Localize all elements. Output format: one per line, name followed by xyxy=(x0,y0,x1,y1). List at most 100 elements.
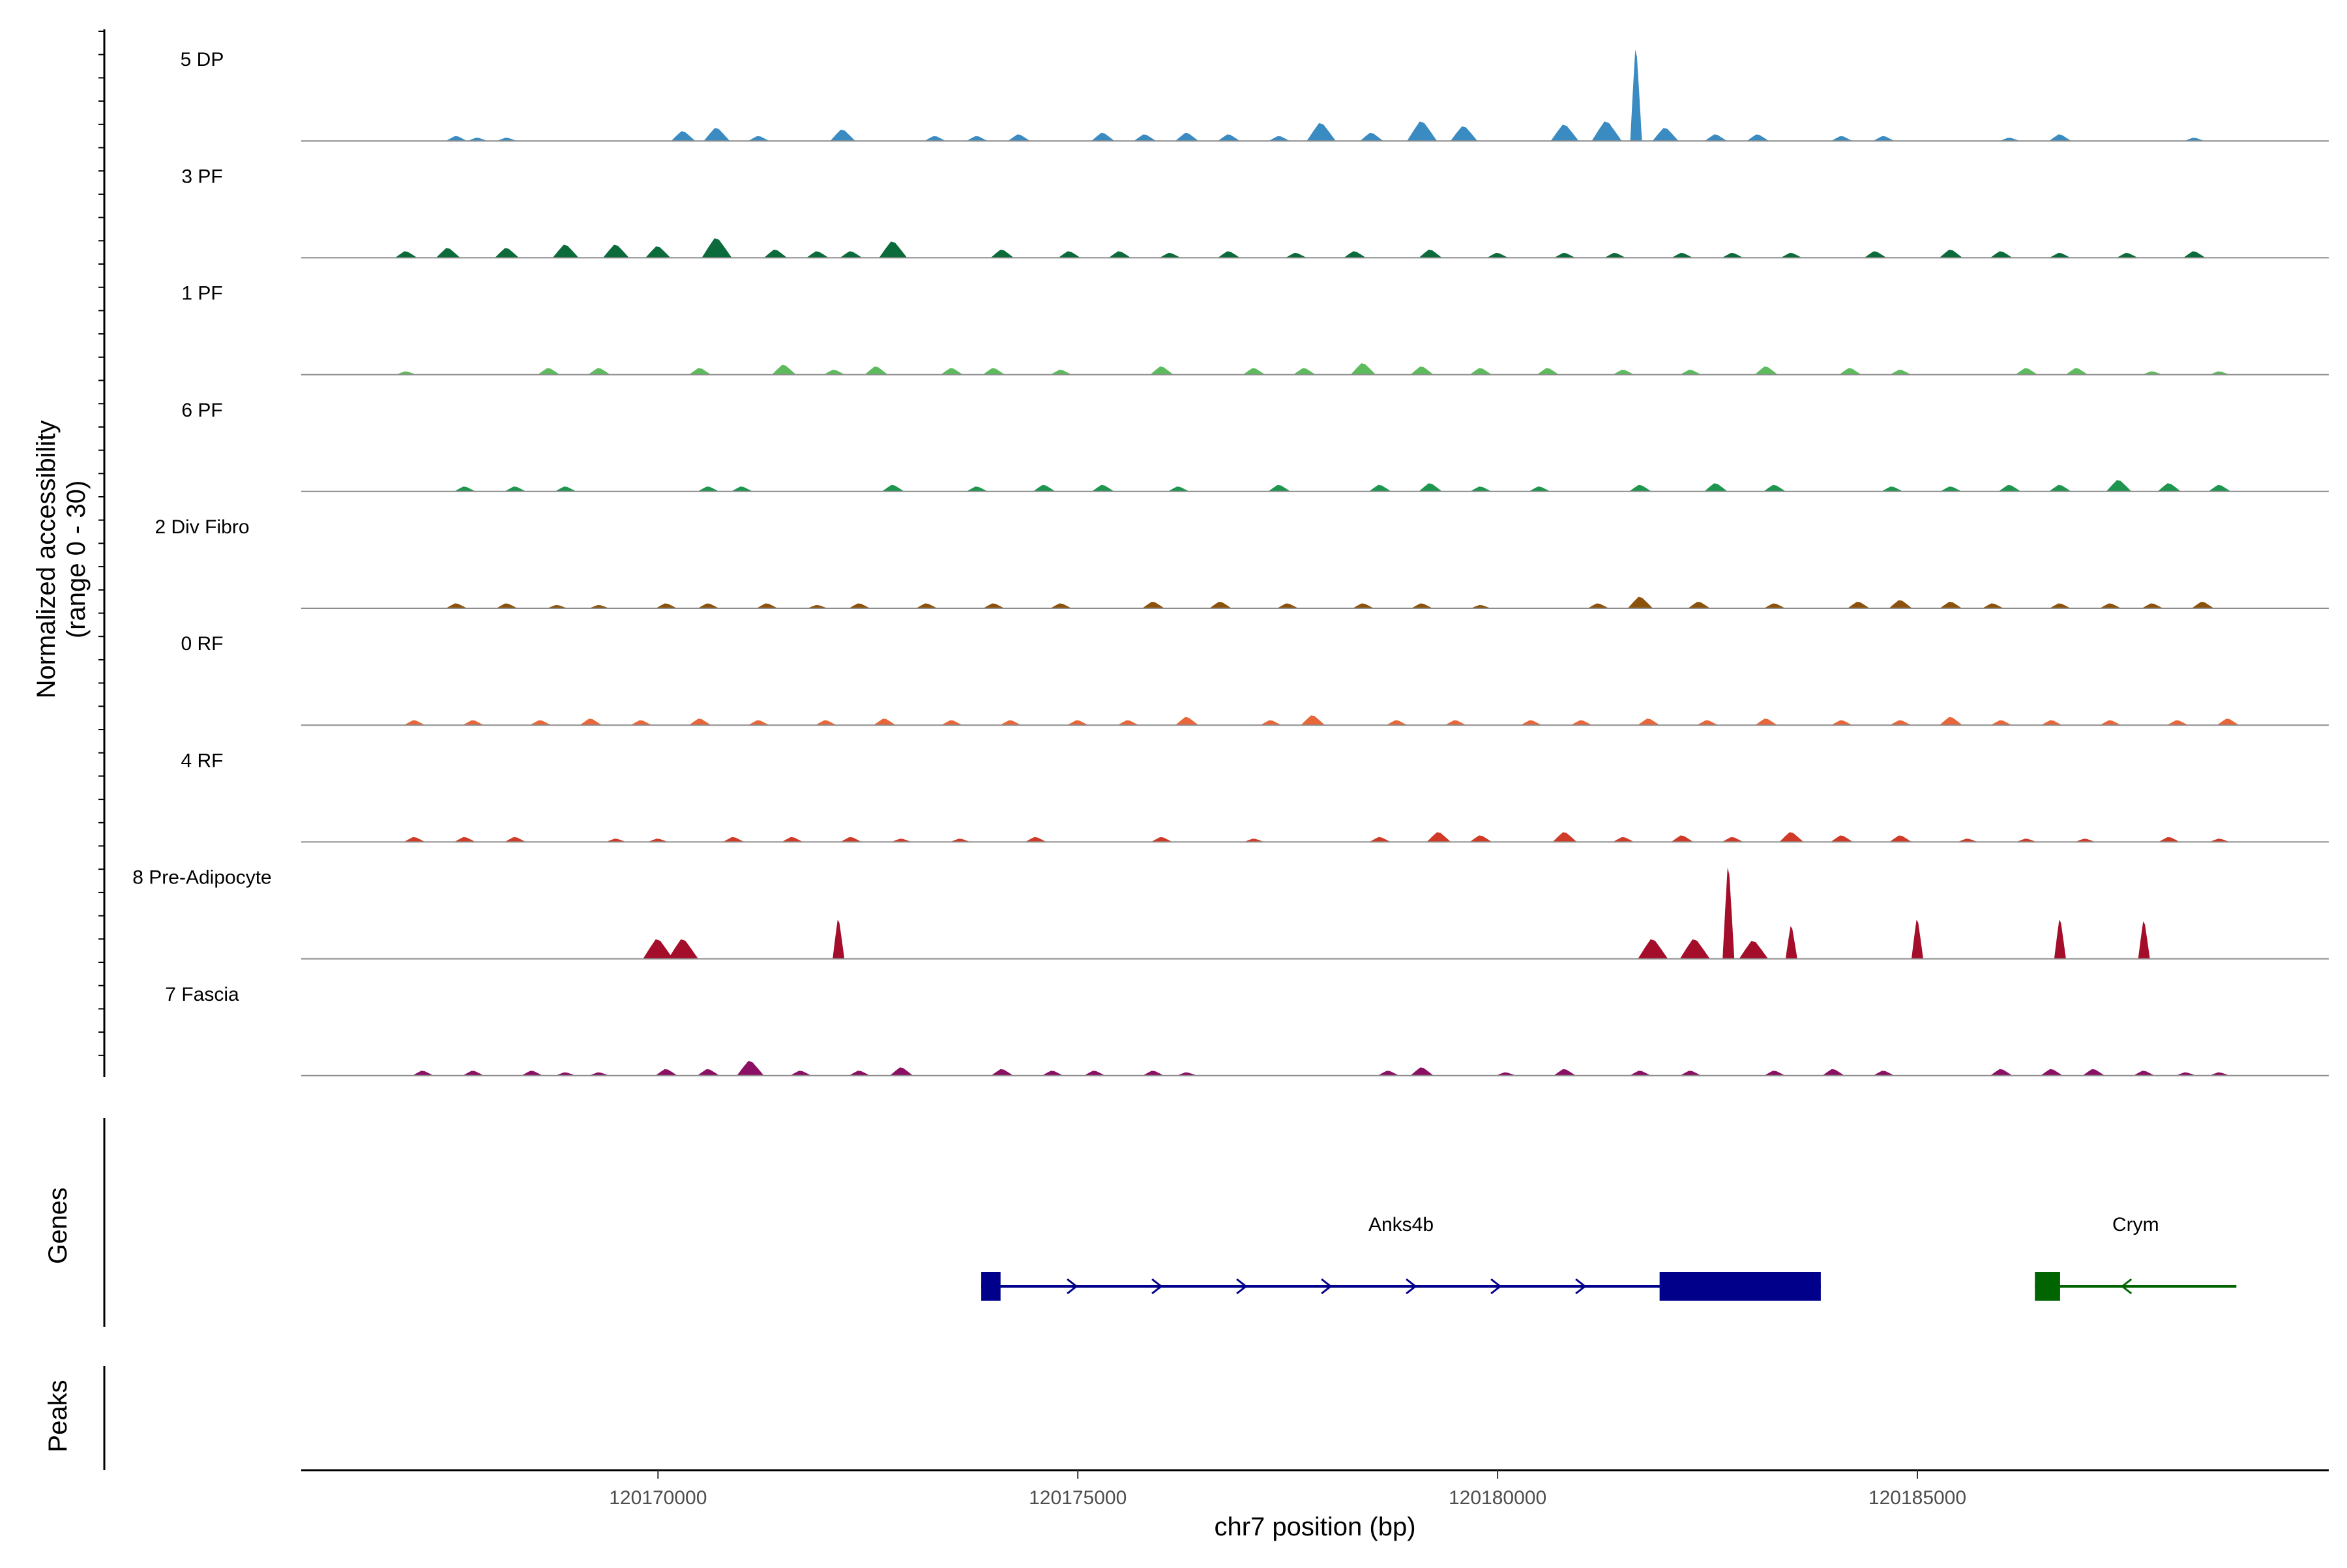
accessibility-peak xyxy=(2166,720,2189,726)
track-label: 6 PF xyxy=(181,400,222,421)
accessibility-peak xyxy=(1629,484,1652,492)
accessibility-peak xyxy=(547,605,568,608)
accessibility-peak xyxy=(1671,835,1694,842)
accessibility-peak xyxy=(2138,921,2150,959)
accessibility-peak xyxy=(763,249,788,258)
strand-arrow xyxy=(1067,1278,1078,1295)
accessibility-peak xyxy=(1058,251,1081,258)
accessibility-peak xyxy=(1939,249,1963,258)
track-label: 1 PF xyxy=(181,283,222,304)
accessibility-peak xyxy=(1940,486,1962,492)
accessibility-peak xyxy=(1529,486,1550,492)
accessibility-peak xyxy=(1552,832,1577,842)
accessibility-peak xyxy=(1571,720,1593,726)
accessibility-peak xyxy=(2209,838,2230,842)
strand-arrow xyxy=(1406,1278,1417,1295)
accessibility-peak xyxy=(924,136,946,141)
accessibility-peak xyxy=(2217,718,2239,726)
accessibility-peak xyxy=(891,838,912,842)
accessibility-peak xyxy=(990,249,1014,258)
accessibility-peak xyxy=(668,939,698,959)
accessibility-peak xyxy=(840,836,862,842)
x-axis-title: chr7 position (bp) xyxy=(1214,1513,1415,1541)
accessibility-peak xyxy=(1940,602,1962,608)
accessibility-peak xyxy=(1293,368,1316,375)
accessibility-peak xyxy=(2000,138,2020,141)
accessibility-peak xyxy=(1091,484,1114,492)
accessibility-peak xyxy=(1957,838,1978,842)
accessibility-peak xyxy=(2054,919,2066,959)
y-axis xyxy=(98,29,106,1077)
accessibility-peak xyxy=(2209,371,2230,375)
accessibility-peak xyxy=(462,1071,484,1076)
accessibility-peak xyxy=(529,720,552,726)
accessibility-peak xyxy=(2142,603,2163,608)
accessibility-peak xyxy=(1604,252,1626,258)
accessibility-peak xyxy=(722,836,745,842)
accessibility-peak xyxy=(703,128,730,141)
accessibility-peak xyxy=(1084,1071,1106,1076)
accessibility-peak xyxy=(1627,597,1653,608)
gene-anks4b: Anks4b xyxy=(981,1214,1821,1301)
track-label: 4 RF xyxy=(181,750,223,771)
accessibility-peak xyxy=(1050,603,1072,608)
accessibility-peak xyxy=(396,371,417,375)
accessibility-peak xyxy=(1990,720,2013,726)
accessibility-peak xyxy=(1652,128,1679,141)
tracks: 5 DP 3 PF 1 PF 6 PF 2 Div Fibro 0 RF 4 RF 8 Pre… xyxy=(132,49,2329,1076)
accessibility-peak xyxy=(864,366,888,375)
accessibility-peak xyxy=(1470,605,1491,608)
accessibility-peak xyxy=(1554,252,1576,258)
accessibility-peak xyxy=(1260,720,1282,726)
accessibility-peak xyxy=(1142,602,1165,608)
track-1-pf: 1 PF xyxy=(181,283,2329,376)
accessibility-peak xyxy=(505,836,526,842)
accessibility-peak xyxy=(1882,486,1903,492)
accessibility-peak xyxy=(771,364,796,375)
accessibility-peak xyxy=(630,720,652,726)
accessibility-peak xyxy=(1285,252,1307,258)
accessibility-peak xyxy=(580,718,602,726)
accessibility-peak xyxy=(2015,368,2038,375)
accessibility-peak xyxy=(1244,838,1265,842)
accessibility-peak xyxy=(2157,483,2181,492)
accessibility-peak xyxy=(701,238,732,258)
gene-label: Anks4b xyxy=(1368,1214,1434,1235)
accessibility-peak xyxy=(1151,836,1173,842)
accessibility-peak xyxy=(1679,939,1710,959)
accessibility-peak xyxy=(1142,1071,1164,1076)
accessibility-peak xyxy=(849,603,870,608)
accessibility-peak xyxy=(1554,1069,1576,1076)
strand-arrow xyxy=(1575,1278,1587,1295)
accessibility-peak xyxy=(1033,484,1055,492)
accessibility-peak xyxy=(1469,368,1492,375)
accessibility-peak xyxy=(555,1072,576,1076)
accessibility-peak xyxy=(537,368,560,375)
accessibility-peak xyxy=(748,136,770,141)
accessibility-peak xyxy=(606,838,627,842)
accessibility-peak xyxy=(1159,252,1181,258)
accessibility-peak xyxy=(1889,835,1912,842)
accessibility-peak xyxy=(698,603,719,608)
accessibility-peak xyxy=(671,131,696,141)
accessibility-peak xyxy=(1025,836,1047,842)
accessibility-peak xyxy=(589,605,610,608)
accessibility-peak xyxy=(1209,602,1232,608)
accessibility-peak xyxy=(1864,251,1887,258)
accessibility-peak xyxy=(2099,603,2121,608)
track-label: 5 DP xyxy=(181,49,224,70)
accessibility-peak xyxy=(790,1071,812,1076)
track-0-rf: 0 RF xyxy=(181,633,2329,726)
accessibility-peak xyxy=(966,136,988,141)
accessibility-peak xyxy=(2048,134,2071,141)
accessibility-peak xyxy=(881,484,904,492)
accessibility-peak xyxy=(412,1071,434,1076)
accessibility-peak xyxy=(698,486,719,492)
accessibility-peak xyxy=(2208,484,2231,492)
accessibility-peak xyxy=(1680,1071,1702,1076)
accessibility-peak xyxy=(1847,602,1870,608)
accessibility-peak xyxy=(874,718,896,726)
accessibility-peak xyxy=(815,720,837,726)
